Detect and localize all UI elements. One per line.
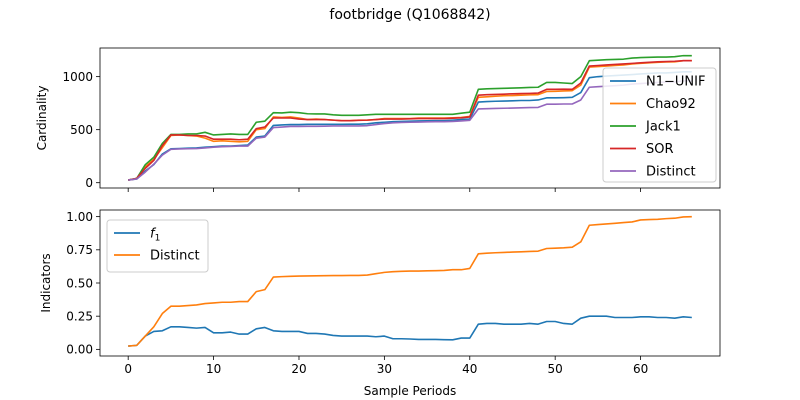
legend-label: Chao92 bbox=[646, 97, 696, 112]
series-line-sor bbox=[128, 59, 692, 181]
indicators-legend: f1 Distinct bbox=[106, 219, 209, 273]
legend-label: Distinct bbox=[646, 165, 696, 180]
x-tick-label: 60 bbox=[633, 362, 648, 376]
indicators-plot: 0 10 20 30 40 50 60 0.00 0.25 0.50 0.75 1.00 Indica… bbox=[39, 209, 721, 398]
legend-label: N1−UNIF bbox=[646, 75, 705, 90]
y-tick-label: 1000 bbox=[62, 70, 93, 84]
series-line-distinctnorm bbox=[128, 215, 692, 347]
y-tick-label: 500 bbox=[70, 123, 93, 137]
x-tick-label: 10 bbox=[206, 362, 221, 376]
series-line-jack1 bbox=[128, 54, 692, 181]
legend-label: f1 bbox=[150, 227, 160, 244]
legend-label: SOR bbox=[646, 142, 674, 157]
x-tick-label: 20 bbox=[291, 362, 306, 376]
x-tick-label: 30 bbox=[377, 362, 392, 376]
y-tick-label: 1.00 bbox=[66, 210, 93, 224]
legend-label: Distinct bbox=[150, 249, 200, 264]
y-tick-label: 0.25 bbox=[66, 309, 93, 323]
legend-box bbox=[106, 219, 209, 273]
series-line-f1 bbox=[128, 315, 692, 347]
cardinality-ylabel: Cardinality bbox=[35, 86, 49, 151]
indicators-ylabel: Indicators bbox=[39, 253, 53, 312]
x-tick-label: 0 bbox=[124, 362, 132, 376]
series-line-distinct bbox=[128, 80, 692, 181]
figure-title: footbridge (Q1068842) bbox=[329, 7, 490, 23]
cardinality-plot-frame bbox=[99, 47, 721, 189]
y-tick-label: 0.75 bbox=[66, 243, 93, 257]
legend-label-sub: 1 bbox=[155, 234, 161, 244]
x-tick-label: 50 bbox=[548, 362, 563, 376]
indicators-xlabel: Sample Periods bbox=[364, 384, 456, 398]
cardinality-plot: 0 500 1000 Cardinality N1−UNIF Chao92 Jack1 S… bbox=[35, 47, 721, 192]
legend-label-main: f bbox=[150, 227, 157, 242]
x-tick-label: 40 bbox=[462, 362, 477, 376]
legend-box bbox=[602, 67, 717, 183]
y-tick-label: 0.50 bbox=[66, 276, 93, 290]
legend-label: Jack1 bbox=[645, 120, 681, 135]
y-tick-label: 0.00 bbox=[66, 343, 93, 357]
cardinality-legend: N1−UNIF Chao92 Jack1 SOR Distinct bbox=[602, 67, 717, 183]
y-tick-label: 0 bbox=[85, 176, 93, 190]
